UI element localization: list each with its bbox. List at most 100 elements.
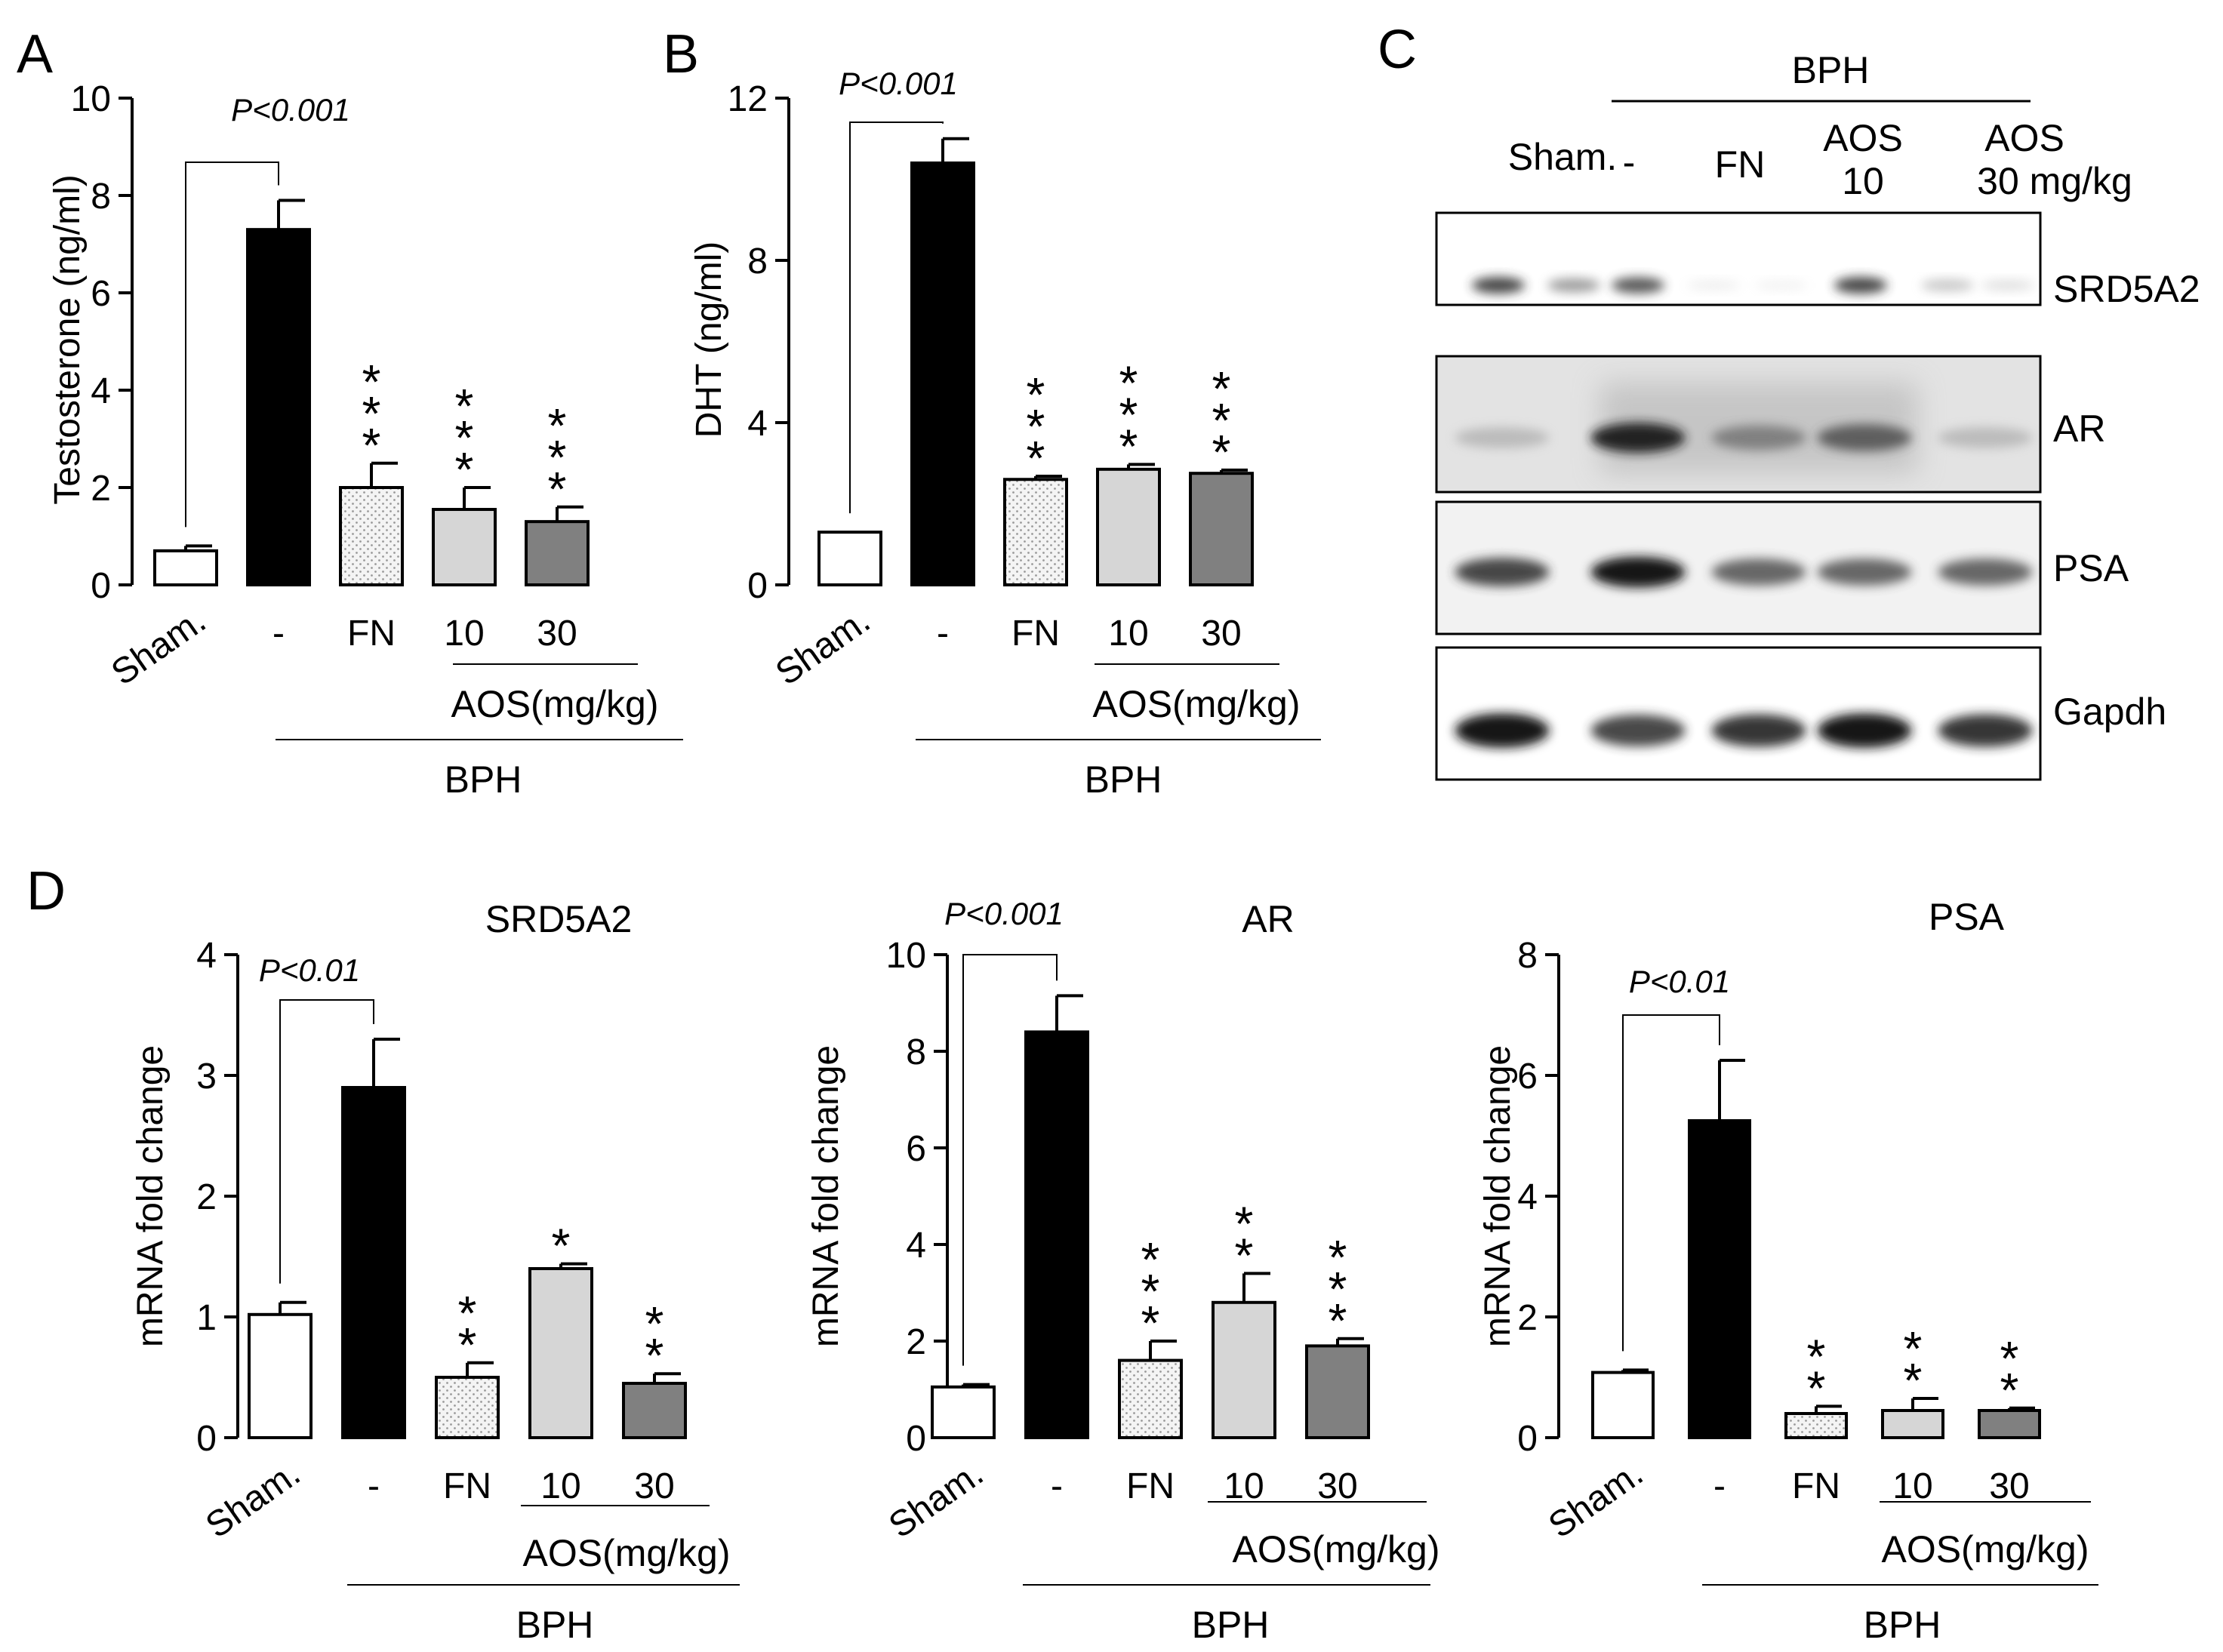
- significance-star: *: [1027, 431, 1045, 485]
- blot-band: [1590, 423, 1686, 453]
- y-tick-label: 8: [747, 241, 768, 281]
- p-value-label: P<0.001: [944, 896, 1064, 931]
- y-axis-label: mRNA fold change: [806, 1045, 846, 1347]
- significance-star: *: [1119, 355, 1138, 410]
- aos-group-label: AOS(mg/kg): [451, 683, 658, 725]
- significance-star: *: [1119, 387, 1138, 441]
- bar-4: [1305, 1344, 1370, 1440]
- significance-star: *: [1141, 1232, 1160, 1287]
- bar-2: [1118, 1358, 1183, 1439]
- significance-star: *: [362, 418, 381, 472]
- bph-group-label: BPH: [445, 758, 522, 801]
- bar-0: [817, 531, 882, 586]
- bar-0: [248, 1312, 313, 1440]
- aos-group-label: AOS(mg/kg): [1232, 1528, 1439, 1570]
- significance-star: *: [1329, 1230, 1347, 1284]
- significance-star: *: [1212, 361, 1231, 416]
- blot-label-psa: PSA: [2053, 547, 2129, 589]
- chart-title: SRD5A2: [485, 898, 633, 940]
- p-value-label: P<0.01: [1629, 964, 1730, 999]
- x-tick-label: Sham.: [768, 601, 877, 694]
- bar-0: [1591, 1371, 1655, 1439]
- significance-star: *: [1212, 425, 1231, 479]
- blot-band: [1817, 424, 1912, 451]
- x-tick-label: FN: [1792, 1466, 1840, 1506]
- blot-band: [1455, 558, 1550, 586]
- blot-band: [1547, 278, 1600, 293]
- x-tick-label: FN: [443, 1466, 491, 1506]
- bar-3: [432, 508, 497, 587]
- y-tick-label: 0: [1517, 1419, 1538, 1459]
- significance-star: *: [455, 379, 474, 433]
- significance-star: *: [2000, 1363, 2019, 1417]
- chart-title: PSA: [1929, 896, 2005, 938]
- y-tick-label: 12: [728, 79, 768, 119]
- blot-label-gapdh: Gapdh: [2053, 691, 2166, 733]
- y-tick-label: 1: [196, 1298, 217, 1338]
- blot-band: [1981, 279, 2034, 291]
- bar-1: [341, 1086, 406, 1439]
- bar-2: [1784, 1412, 1848, 1439]
- bph-group-label: BPH: [1864, 1604, 1941, 1646]
- x-tick-label: 30: [1201, 614, 1241, 654]
- bar-0: [931, 1385, 996, 1440]
- blot-band: [1612, 277, 1664, 294]
- blot-bands: [1455, 276, 2034, 748]
- significance-star: *: [1141, 1296, 1160, 1350]
- y-tick-label: 6: [91, 274, 111, 314]
- significance-star: *: [1329, 1262, 1347, 1316]
- significance-star: *: [1027, 399, 1045, 454]
- chart-title: AR: [1242, 898, 1294, 940]
- y-tick-label: 4: [1517, 1177, 1538, 1217]
- significance-star: *: [1904, 1321, 1923, 1376]
- blot-band: [1755, 280, 1808, 291]
- p-value-label: P<0.001: [839, 66, 958, 101]
- significance-star: *: [455, 411, 474, 465]
- blot-band: [1938, 427, 2033, 448]
- bar-2: [1003, 478, 1068, 586]
- x-tick-label: 30: [537, 614, 577, 654]
- significance-star: *: [548, 462, 567, 516]
- bar-0: [153, 549, 218, 586]
- x-tick-label: 10: [1108, 614, 1148, 654]
- panel-letter-a: A: [17, 24, 53, 85]
- y-tick-label: 4: [196, 936, 217, 976]
- blot-band: [1938, 558, 2033, 586]
- y-tick-label: 0: [196, 1419, 217, 1459]
- blot-band: [1687, 280, 1740, 291]
- y-tick-label: 4: [747, 404, 768, 444]
- x-tick-label: Sham.: [1541, 1454, 1650, 1546]
- significance-star: *: [2000, 1331, 2019, 1386]
- y-axis-label: DHT (ng/ml): [689, 241, 729, 438]
- blot-band: [1590, 714, 1686, 747]
- significance-star: *: [1235, 1228, 1254, 1282]
- x-tick-label: -: [368, 1466, 380, 1506]
- aos-group-label: AOS(mg/kg): [1881, 1528, 2089, 1570]
- x-tick-label: 10: [444, 614, 484, 654]
- blot-band: [1817, 558, 1912, 586]
- significance-star: *: [1027, 368, 1045, 422]
- bar-4: [622, 1382, 687, 1439]
- significance-star: *: [548, 430, 567, 485]
- x-tick-label: FN: [1126, 1466, 1175, 1506]
- y-tick-label: 0: [91, 566, 111, 606]
- significance-star: *: [1235, 1196, 1254, 1251]
- y-tick-label: 10: [886, 936, 926, 976]
- significance-star: *: [458, 1318, 477, 1372]
- blot-band: [1472, 276, 1525, 294]
- significance-star: *: [552, 1219, 571, 1273]
- significance-star: *: [1119, 419, 1138, 473]
- p-value-label: P<0.001: [231, 92, 350, 128]
- wb-lane-aos30-b: 30 mg/kg: [1977, 160, 2132, 202]
- bar-3: [1881, 1409, 1944, 1439]
- significance-star: *: [645, 1328, 664, 1383]
- bar-3: [1096, 467, 1161, 586]
- blot-box-gapdh: [1435, 646, 2042, 781]
- wb-lane-aos30-a: AOS: [1984, 117, 2064, 159]
- significance-star: *: [1329, 1294, 1347, 1348]
- bph-group-label: BPH: [1085, 758, 1162, 801]
- blot-band: [1817, 713, 1912, 748]
